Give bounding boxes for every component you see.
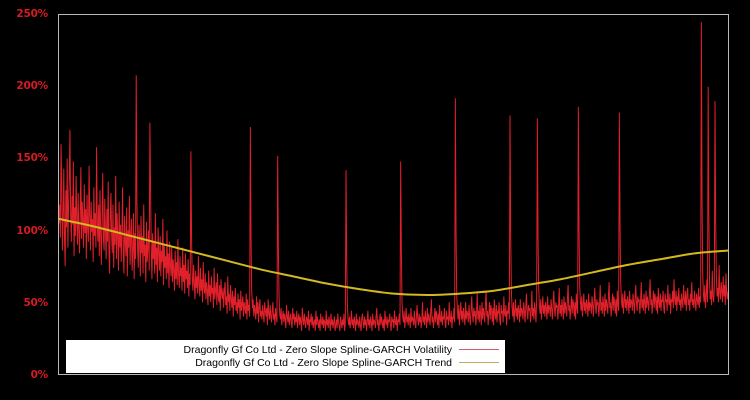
- y-tick-label: 200%: [16, 80, 48, 93]
- y-tick-label: 100%: [16, 224, 48, 237]
- legend-label-trend: Dragonfly Gf Co Ltd - Zero Slope Spline-…: [195, 356, 452, 369]
- series-canvas: [59, 15, 728, 374]
- y-axis: 250% 200% 150% 100% 50% 0%: [0, 0, 58, 400]
- y-tick-label: 250%: [16, 8, 48, 20]
- legend-line-sample-volatility: [459, 349, 499, 350]
- legend-entry-trend: Dragonfly Gf Co Ltd - Zero Slope Spline-…: [72, 356, 499, 369]
- legend-entry-volatility: Dragonfly Gf Co Ltd - Zero Slope Spline-…: [72, 343, 499, 356]
- plot-area: [58, 14, 729, 375]
- legend-line-sample-trend: [459, 362, 499, 363]
- y-tick-label: 150%: [16, 152, 48, 165]
- chart-legend: Dragonfly Gf Co Ltd - Zero Slope Spline-…: [65, 339, 506, 374]
- volatility-series-line: [59, 22, 728, 331]
- legend-label-volatility: Dragonfly Gf Co Ltd - Zero Slope Spline-…: [183, 343, 452, 356]
- y-tick-label: 50%: [23, 296, 48, 309]
- trend-series-line: [59, 219, 728, 295]
- y-tick-label: 0%: [30, 369, 49, 381]
